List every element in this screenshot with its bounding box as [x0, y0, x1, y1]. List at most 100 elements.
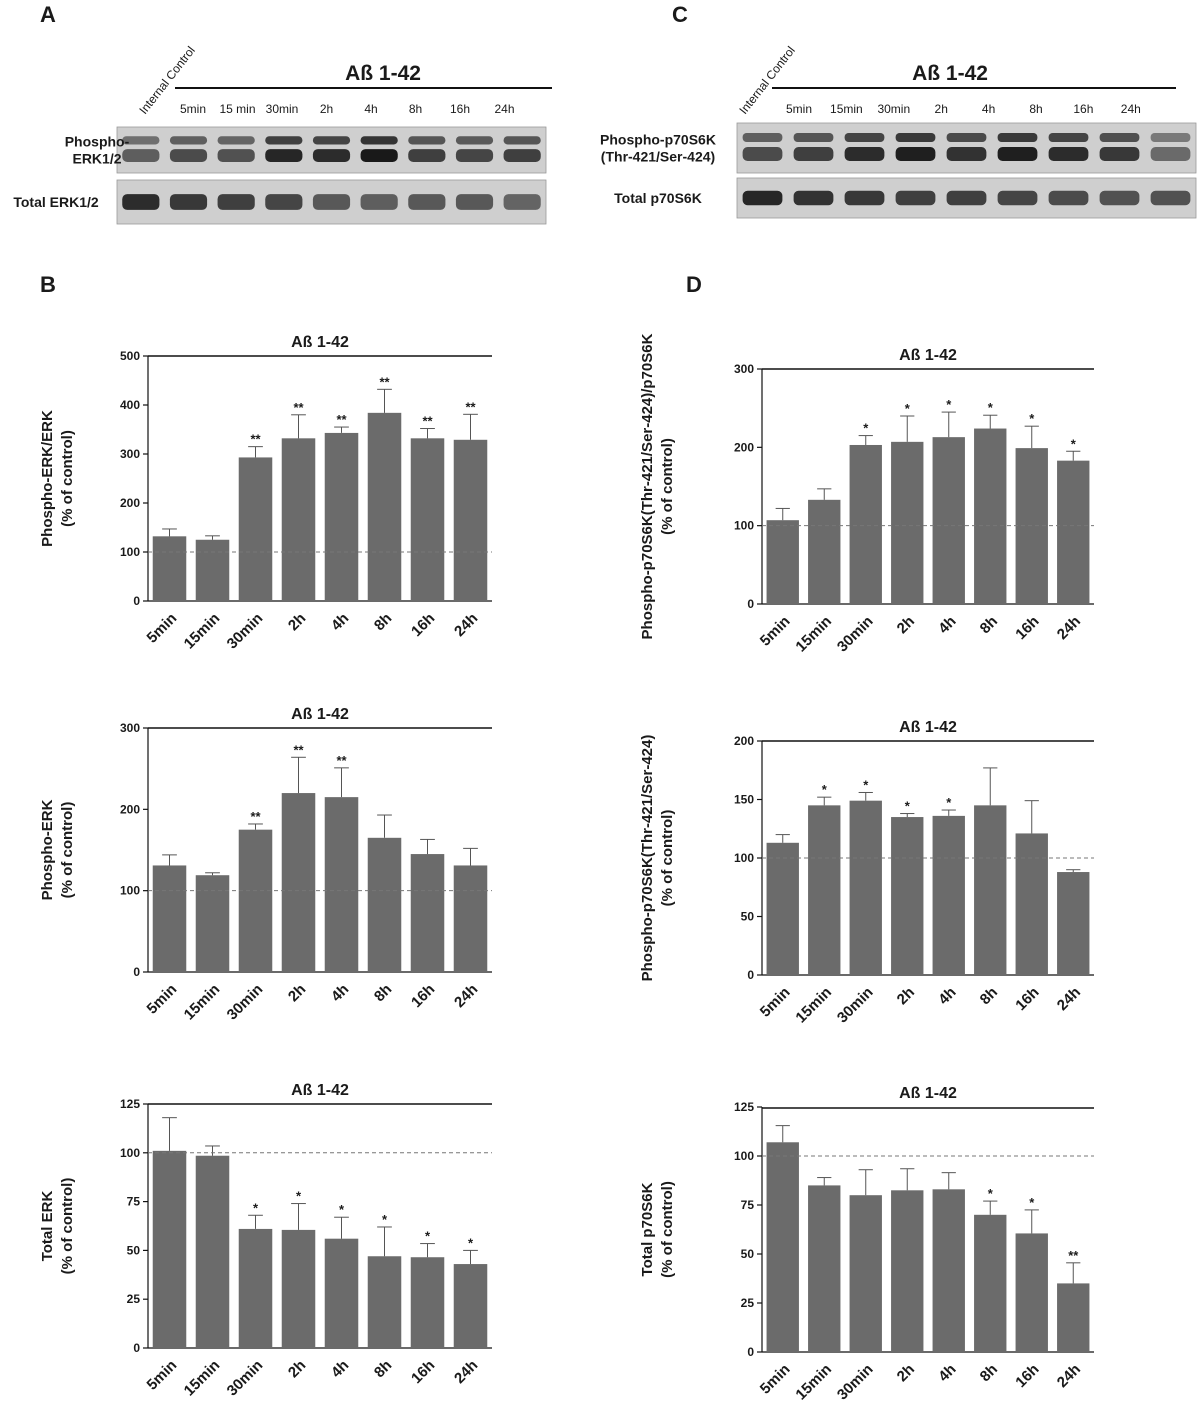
- bar: [238, 457, 273, 601]
- blot-title: Aß 1-42: [912, 62, 988, 85]
- significance-marker: **: [293, 742, 304, 757]
- significance-marker: **: [250, 432, 261, 447]
- x-tick-label: 2h: [285, 981, 309, 1005]
- x-tick-label: 8h: [371, 610, 395, 634]
- x-tick-label: 24h: [451, 1357, 481, 1387]
- y-tick-label: 25: [127, 1292, 141, 1306]
- lane-label: 4h: [982, 102, 995, 116]
- blot-band: [793, 133, 834, 142]
- bar: [808, 1185, 841, 1352]
- x-tick-label: 30min: [834, 1361, 877, 1404]
- x-tick-label: 24h: [1054, 1361, 1084, 1391]
- blot-band: [312, 194, 351, 210]
- x-tick-label: 8h: [371, 1357, 395, 1381]
- blot-band: [169, 194, 208, 210]
- significance-marker: *: [822, 782, 828, 797]
- y-tick-label: 0: [747, 1345, 754, 1359]
- significance-marker: *: [988, 1186, 994, 1201]
- x-tick-label: 5min: [757, 613, 794, 650]
- bar: [1015, 1233, 1048, 1352]
- chart-title: Aß 1-42: [899, 1085, 957, 1102]
- y-axis-label: Total p70S6K: [639, 1182, 656, 1276]
- blot-band: [408, 149, 446, 162]
- blot-strip: [736, 177, 1197, 219]
- significance-marker: *: [296, 1189, 302, 1204]
- blot-band: [997, 147, 1038, 161]
- blot-band: [1150, 190, 1191, 206]
- y-axis-unit-label: (% of control): [659, 438, 676, 535]
- x-tick-label: 30min: [224, 981, 267, 1024]
- lane-label: 5min: [786, 102, 812, 116]
- y-tick-label: 75: [127, 1195, 141, 1209]
- y-tick-label: 0: [133, 594, 140, 608]
- bar: [152, 865, 187, 972]
- blot-row-label: ERK1/2: [72, 151, 121, 167]
- lane-label: 24h: [494, 102, 514, 116]
- x-tick-label: 15min: [792, 613, 835, 656]
- x-tick-label: 30min: [834, 613, 877, 656]
- x-tick-label: 4h: [328, 610, 352, 634]
- x-tick-label: 4h: [935, 984, 959, 1008]
- y-tick-label: 100: [120, 884, 140, 898]
- blot-row-label: (Thr-421/Ser-424): [601, 149, 715, 165]
- bar: [766, 842, 799, 975]
- y-axis-label: Phospho-ERK/ERK: [39, 410, 56, 547]
- y-tick-label: 200: [120, 496, 140, 510]
- bar: [932, 1189, 965, 1352]
- y-tick-label: 200: [734, 440, 754, 454]
- chart-title: Aß 1-42: [899, 347, 957, 364]
- blot-band: [169, 136, 208, 145]
- y-axis-unit-label: (% of control): [659, 1181, 676, 1278]
- blot-band: [1099, 133, 1140, 142]
- y-tick-label: 300: [120, 447, 140, 461]
- x-tick-label: 2h: [894, 1361, 918, 1385]
- x-tick-label: 5min: [757, 1361, 794, 1398]
- y-axis-unit-label: (% of control): [59, 802, 76, 899]
- bar: [1057, 460, 1090, 604]
- y-tick-label: 100: [734, 851, 754, 865]
- bar: [410, 1257, 445, 1348]
- y-tick-label: 0: [133, 965, 140, 979]
- blot-band: [946, 190, 987, 206]
- chart-1: Aß 1-42 0 100 200 300 400 500 5min 15min ** 30min *…: [39, 334, 492, 652]
- significance-marker: *: [946, 397, 952, 412]
- y-tick-label: 150: [734, 793, 754, 807]
- bar: [367, 1256, 402, 1348]
- lane-label: 2h: [320, 102, 333, 116]
- significance-marker: **: [422, 414, 433, 429]
- blot-band: [844, 147, 885, 161]
- bar: [891, 1190, 924, 1352]
- y-tick-label: 50: [741, 910, 755, 924]
- blot-band: [455, 136, 494, 145]
- blot-strip: [116, 179, 547, 225]
- x-tick-label: 5min: [144, 1357, 181, 1394]
- bar: [281, 1229, 316, 1348]
- x-tick-label: 24h: [451, 610, 481, 640]
- y-tick-label: 0: [747, 597, 754, 611]
- significance-marker: **: [250, 809, 261, 824]
- bar: [453, 439, 488, 601]
- x-tick-label: 30min: [224, 610, 267, 653]
- blot-band: [895, 190, 936, 206]
- x-tick-label: 30min: [834, 984, 877, 1027]
- significance-marker: *: [1071, 436, 1077, 451]
- blot-band: [169, 149, 208, 162]
- significance-marker: **: [336, 412, 347, 427]
- y-tick-label: 125: [120, 1097, 140, 1111]
- x-tick-label: 4h: [935, 613, 959, 637]
- x-tick-label: 15min: [181, 610, 224, 653]
- bar: [891, 817, 924, 975]
- significance-marker: **: [379, 374, 390, 389]
- blot-band: [793, 147, 834, 161]
- x-tick-label: 4h: [328, 981, 352, 1005]
- blot-band: [312, 149, 351, 162]
- x-tick-label: 16h: [408, 610, 438, 640]
- x-tick-label: 15min: [792, 984, 835, 1027]
- bar: [808, 499, 841, 604]
- lane-label: 30min: [266, 102, 299, 116]
